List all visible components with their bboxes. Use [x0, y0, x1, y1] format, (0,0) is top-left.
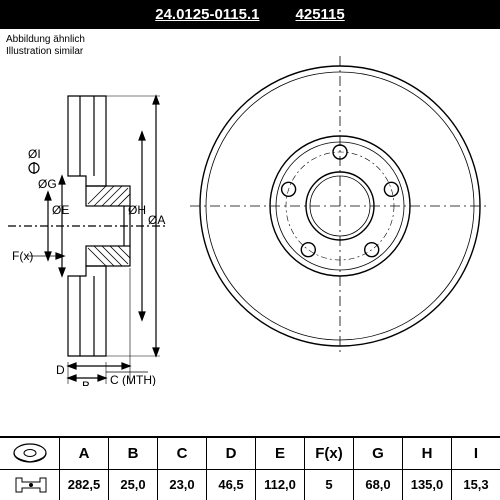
disc-icon — [0, 438, 59, 470]
col-F: F(x) — [305, 438, 354, 469]
data-table: A B C D E F(x) G H I 282,5 25,0 23,0 46,… — [60, 438, 500, 500]
label-E: ØE — [52, 203, 69, 217]
val-G: 68,0 — [354, 470, 403, 500]
val-I: 15,3 — [452, 470, 500, 500]
label-C: C (MTH) — [110, 373, 156, 386]
label-I: ØI — [28, 147, 41, 161]
label-G: ØG — [38, 177, 57, 191]
label-F: F(x) — [12, 249, 33, 263]
val-C: 23,0 — [158, 470, 207, 500]
caliper-icon — [0, 470, 59, 500]
dimension-table: A B C D E F(x) G H I 282,5 25,0 23,0 46,… — [0, 436, 500, 500]
label-H: ØH — [128, 203, 146, 217]
col-E: E — [256, 438, 305, 469]
label-A: ØA — [148, 213, 165, 227]
label-B: B — [82, 379, 90, 386]
val-A: 282,5 — [60, 470, 109, 500]
col-H: H — [403, 438, 452, 469]
drawing-area: ØI ØG ØE ØH ØA F(x) D B C (MTH) — [0, 36, 500, 434]
table-value-row: 282,5 25,0 23,0 46,5 112,0 5 68,0 135,0 … — [60, 470, 500, 500]
front-view-diagram — [190, 56, 490, 356]
val-E: 112,0 — [256, 470, 305, 500]
col-I: I — [452, 438, 500, 469]
val-F: 5 — [305, 470, 354, 500]
val-H: 135,0 — [403, 470, 452, 500]
title-bar: 24.0125-0115.1 425115 — [0, 0, 500, 28]
part-number: 24.0125-0115.1 — [155, 6, 259, 23]
val-D: 46,5 — [207, 470, 256, 500]
table-icon-column — [0, 438, 60, 500]
col-B: B — [109, 438, 158, 469]
col-D: D — [207, 438, 256, 469]
col-G: G — [354, 438, 403, 469]
col-C: C — [158, 438, 207, 469]
table-header-row: A B C D E F(x) G H I — [60, 438, 500, 470]
rule-line — [0, 28, 500, 29]
col-A: A — [60, 438, 109, 469]
side-view-diagram: ØI ØG ØE ØH ØA F(x) D B C (MTH) — [8, 66, 168, 386]
label-D: D — [56, 363, 65, 377]
alt-number: 425115 — [296, 6, 345, 23]
val-B: 25,0 — [109, 470, 158, 500]
